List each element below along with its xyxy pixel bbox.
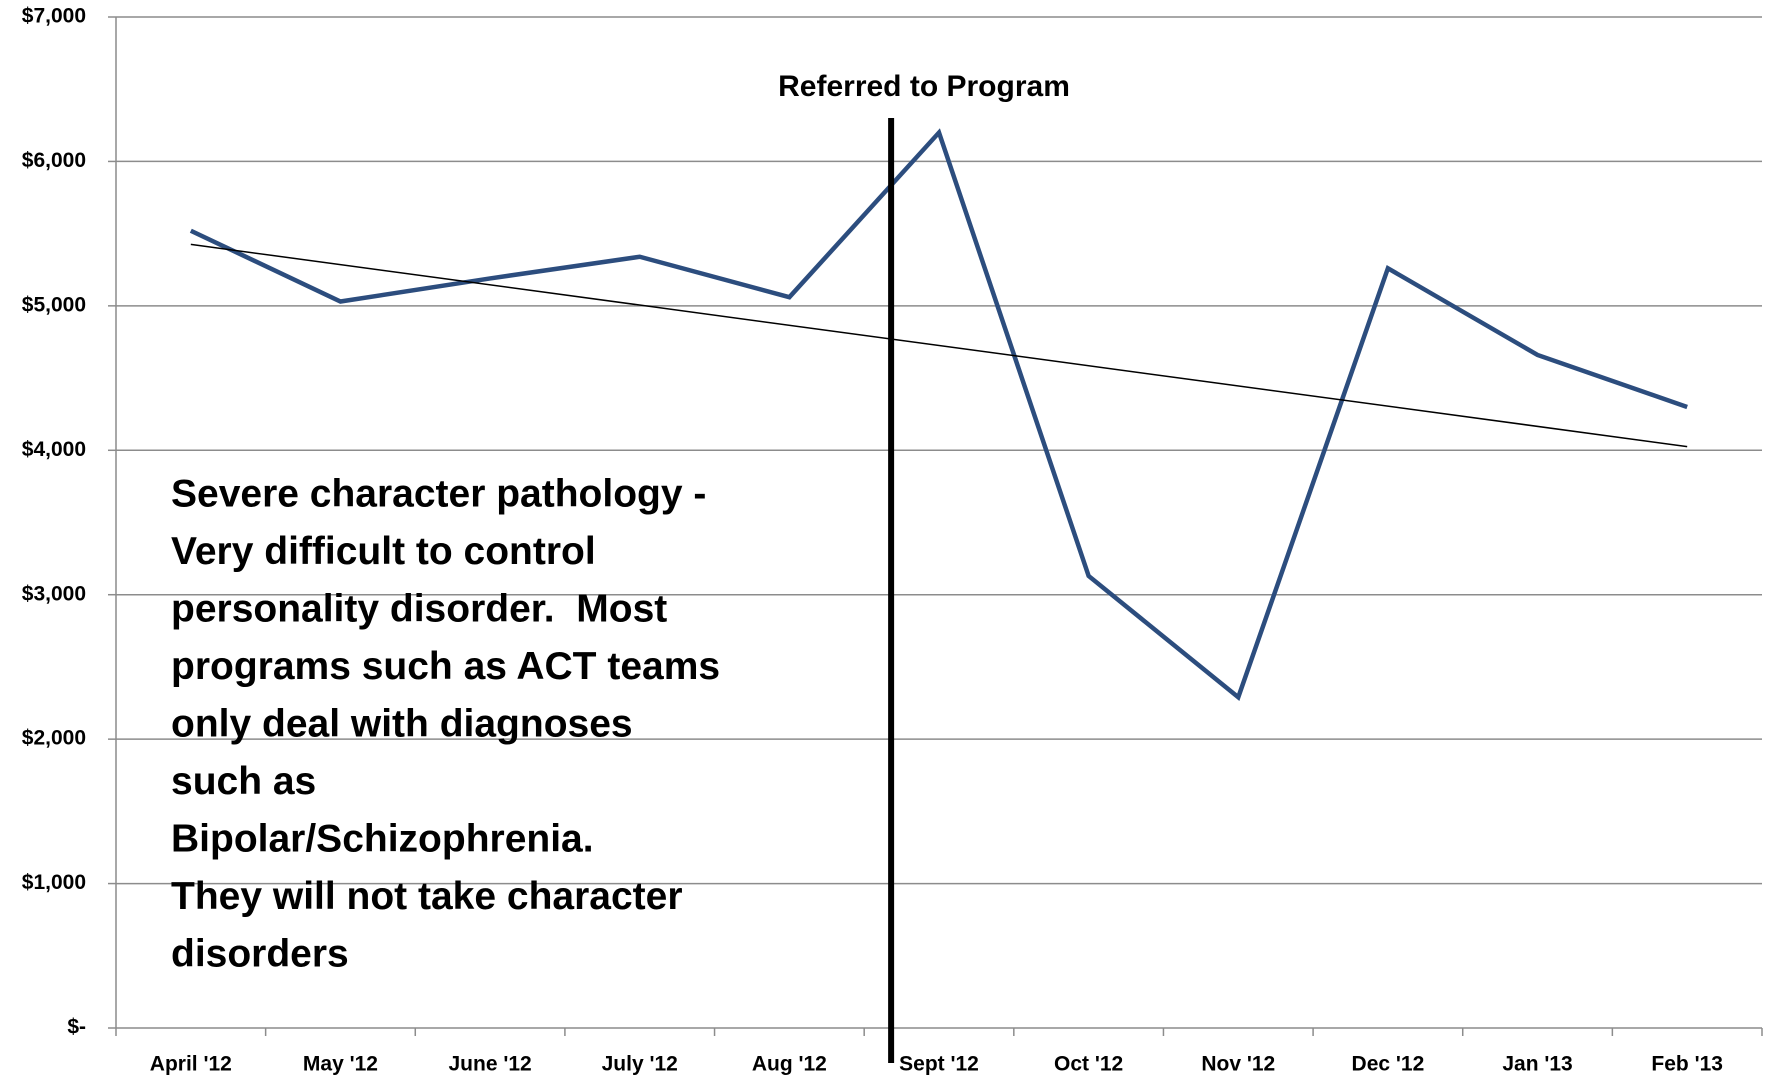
annotation-line: only deal with diagnoses [171,702,633,745]
y-tick-label: $7,000 [22,5,86,28]
x-tick-label: Oct '12 [1054,1053,1123,1076]
annotation-line: Severe character pathology - [171,472,706,515]
annotation-line: Very difficult to control [171,530,596,573]
annotation-line: Bipolar/Schizophrenia. [171,817,594,860]
y-tick-label: $4,000 [22,438,86,461]
y-tick-label: $5,000 [22,293,86,316]
x-tick-label: July '12 [602,1053,678,1076]
x-tick-label: May '12 [303,1053,378,1076]
x-tick-label: Dec '12 [1352,1053,1425,1076]
y-tick-label: $- [67,1016,86,1039]
x-tick-label: April '12 [150,1053,232,1076]
annotation-line: programs such as ACT teams [171,645,720,688]
annotation-line: such as [171,760,316,803]
x-tick-label: Nov '12 [1201,1053,1275,1076]
y-tick-label: $6,000 [22,149,86,172]
annotation-line: personality disorder. Most [171,587,667,630]
x-tick-label: Feb '13 [1651,1053,1723,1076]
y-tick-label: $2,000 [22,727,86,750]
x-tick-label: Jan '13 [1502,1053,1572,1076]
trend-line [190,243,1688,448]
annotation: Referred to Program [778,70,1070,103]
x-tick-label: Aug '12 [752,1053,827,1076]
x-tick-label: June '12 [448,1053,531,1076]
annotation-line: They will not take character [171,875,683,918]
annotation-line: disorders [171,932,349,975]
y-tick-label: $1,000 [22,871,86,894]
y-tick-label: $3,000 [22,582,86,605]
data-line [189,128,1688,702]
x-tick-label: Sept '12 [899,1053,979,1076]
